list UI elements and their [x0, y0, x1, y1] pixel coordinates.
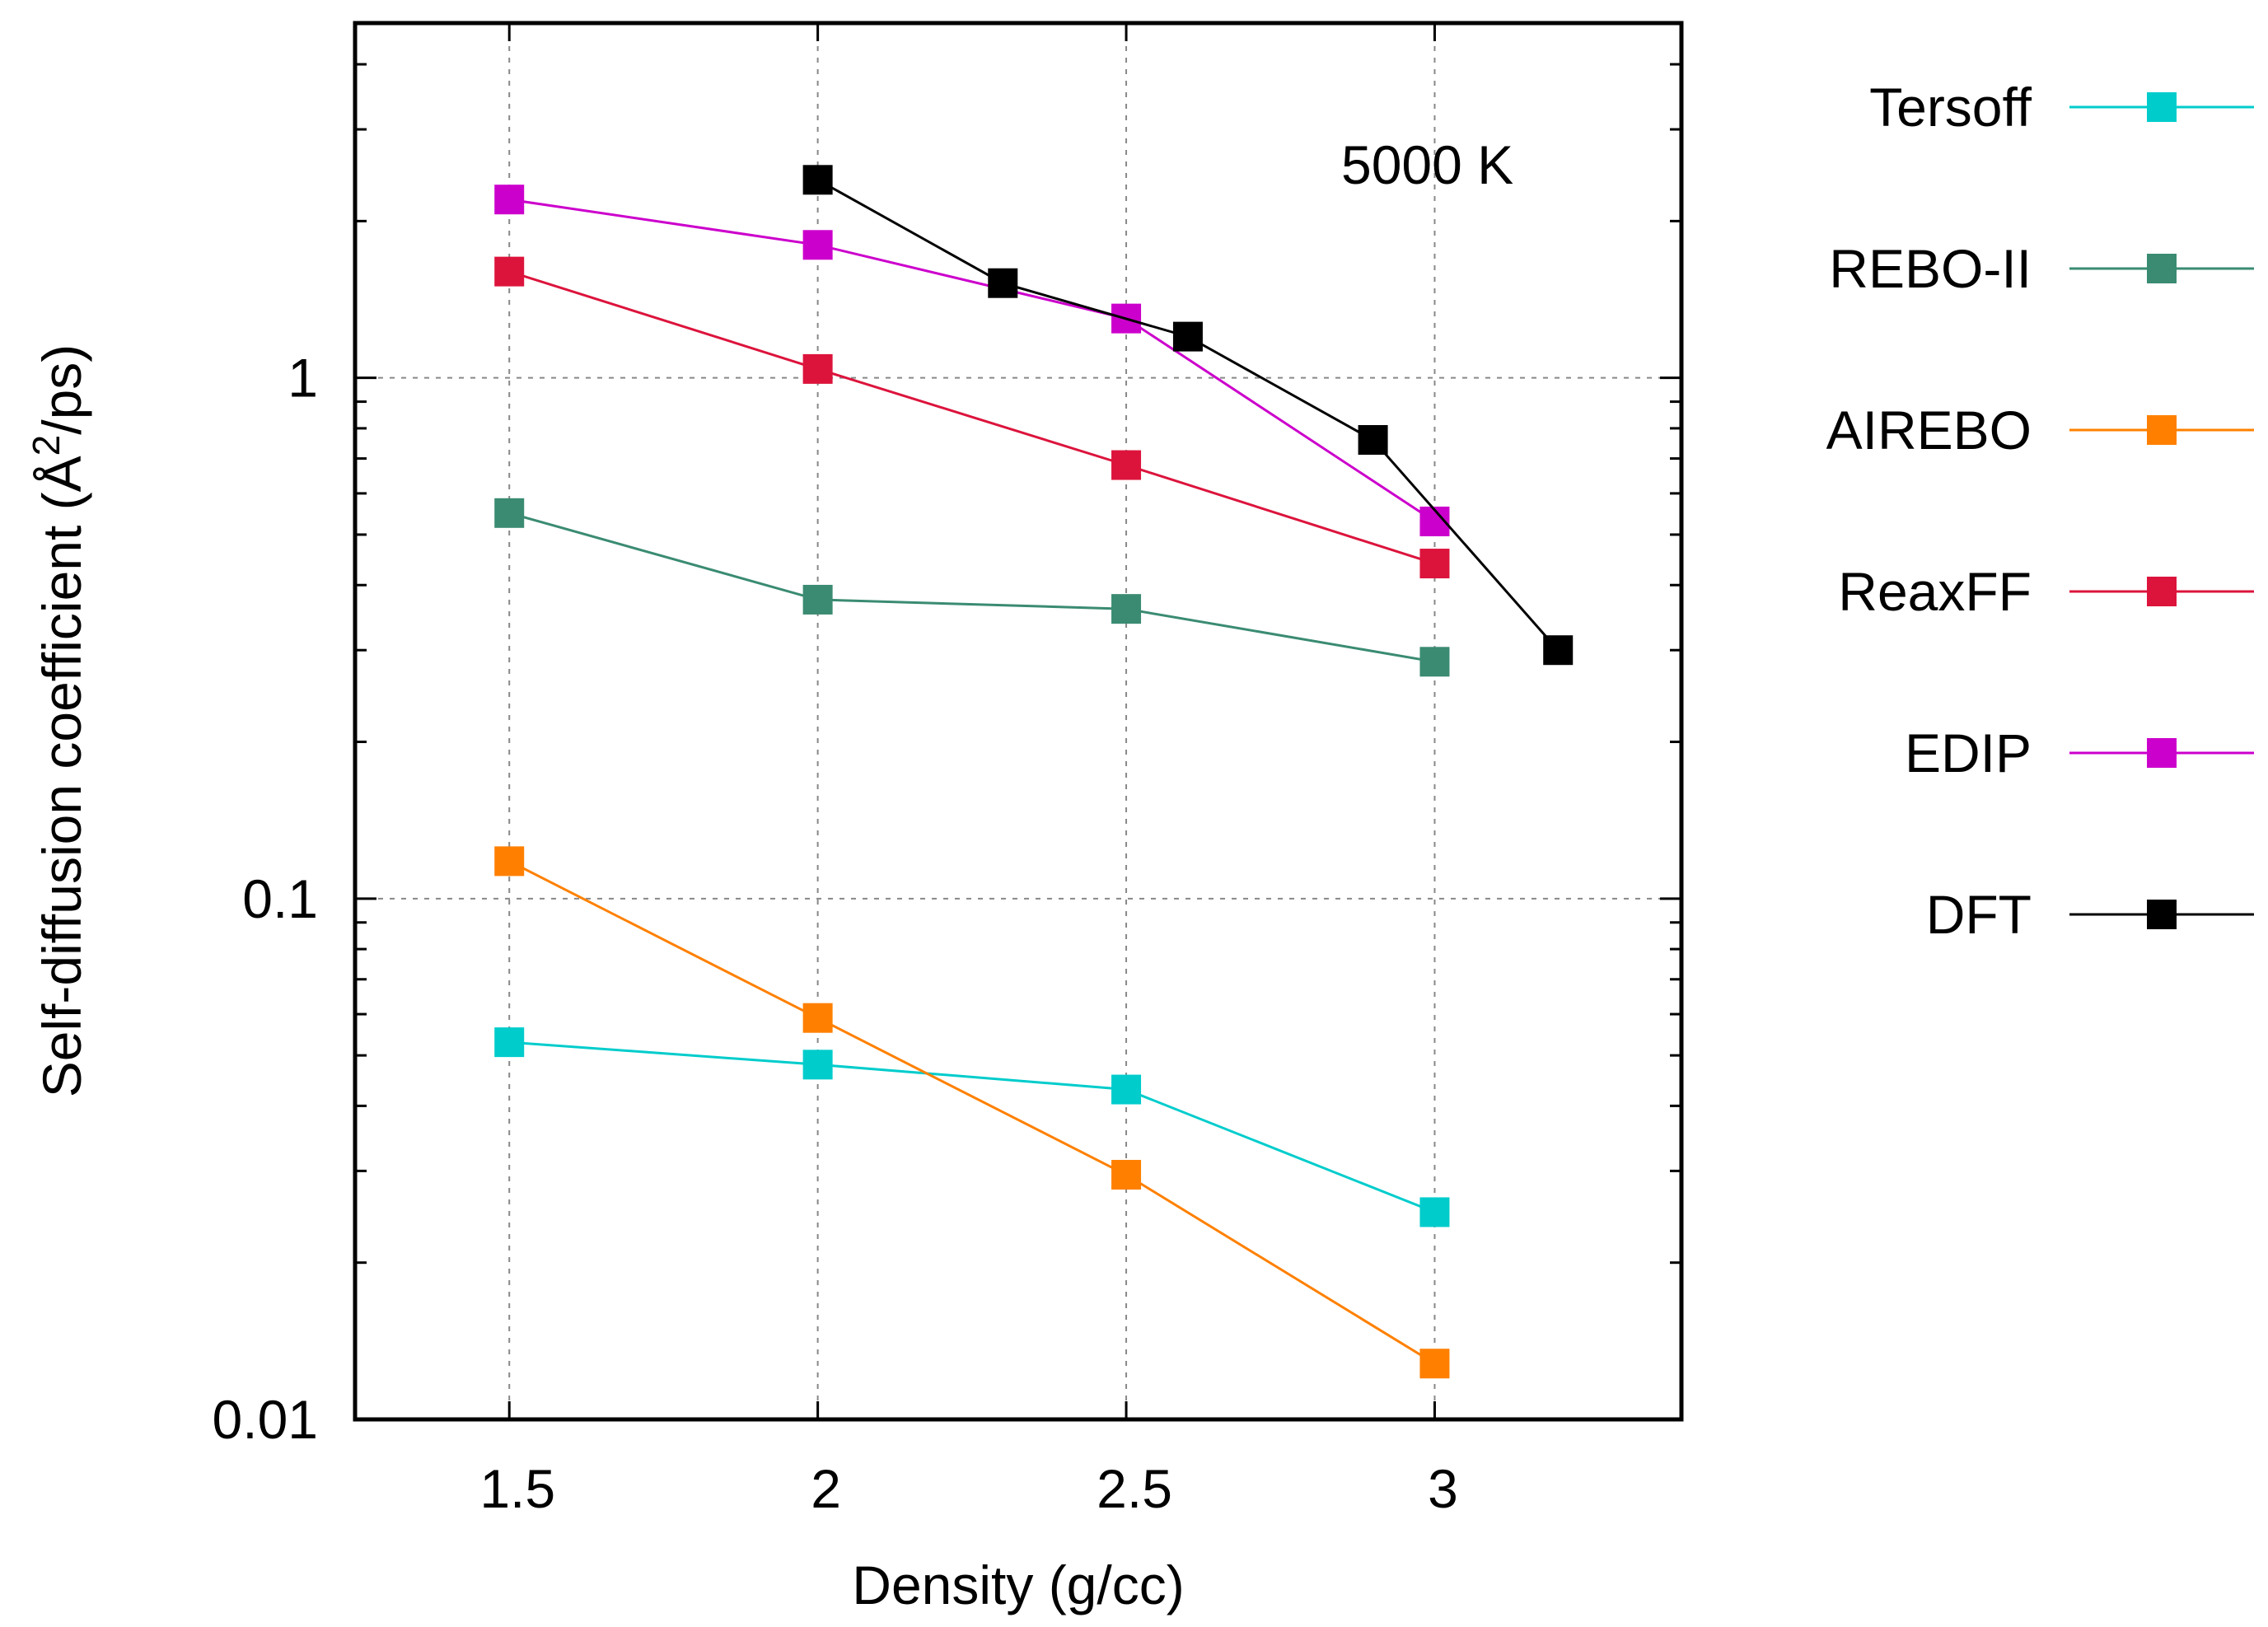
tick-layer [355, 23, 1681, 1421]
legend-marker [2147, 577, 2177, 606]
data-point [802, 1003, 833, 1033]
legend-entry: ReaxFF [1838, 561, 2254, 622]
legend-entry: EDIP [1905, 722, 2254, 783]
legend-marker [2147, 92, 2177, 122]
label-layer: 1.5 2 2.5 3 0.01 0.1 1 [213, 348, 1458, 1519]
data-point [494, 185, 525, 215]
data-point [1419, 1349, 1450, 1379]
data-point [1419, 647, 1450, 677]
data-point [1543, 635, 1574, 666]
x-tick-label: 1.5 [479, 1458, 555, 1519]
x-tick-label: 2.5 [1097, 1458, 1172, 1519]
data-point [1111, 1159, 1142, 1190]
y-axis-title-superscript: 2 [25, 435, 68, 456]
series-rebo-ii [494, 498, 1450, 677]
data-point [1111, 594, 1142, 624]
series-airebo [494, 846, 1450, 1379]
data-point [802, 353, 833, 384]
data-point [1111, 1074, 1142, 1105]
data-point [494, 1027, 525, 1058]
legend-label: EDIP [1905, 722, 2032, 783]
series-reaxff [494, 256, 1450, 579]
data-point [1419, 549, 1450, 579]
data-point [494, 256, 525, 287]
y-tick-label: 0.01 [213, 1389, 318, 1450]
data-point [494, 846, 525, 877]
legend-label: Tersoff [1869, 77, 2032, 138]
data-point [1172, 321, 1203, 352]
series-dft [802, 165, 1574, 666]
legend-label: ReaxFF [1838, 561, 2032, 622]
y-tick-label: 1 [288, 348, 318, 409]
series-edip [494, 185, 1450, 536]
legend-entry: AIREBO [1826, 400, 2254, 461]
legend-label: DFT [1926, 884, 2032, 945]
series-line [508, 198, 1436, 523]
legend: Tersoff REBO-II AIREBO ReaxFF EDIP DFT [1826, 77, 2254, 945]
data-point [1358, 425, 1388, 456]
data-point [802, 230, 833, 260]
data-point [802, 584, 833, 615]
legend-marker [2147, 738, 2177, 768]
legend-label: REBO-II [1829, 238, 2032, 299]
series-line [508, 270, 1435, 565]
legend-marker [2147, 415, 2177, 445]
y-tick-label: 0.1 [242, 868, 318, 929]
x-tick-label: 2 [811, 1458, 841, 1519]
series-line [509, 1040, 1436, 1213]
temperature-annotation: 5000 K [1341, 134, 1513, 195]
series-line [816, 178, 1560, 652]
x-axis-title: Density (g/cc) [852, 1555, 1184, 1615]
legend-marker [2147, 254, 2177, 283]
y-axis-title-main: Self-diffusion coefficient (Å [31, 456, 92, 1097]
series-line [508, 860, 1436, 1365]
x-tick-label: 3 [1428, 1458, 1458, 1519]
data-point [802, 1050, 833, 1080]
legend-entry: Tersoff [1869, 77, 2254, 138]
legend-label: AIREBO [1826, 400, 2032, 461]
series-line [508, 512, 1435, 663]
legend-entry: REBO-II [1829, 238, 2254, 299]
plot-frame [353, 21, 1684, 1422]
data-point [802, 165, 833, 195]
grid-layer [355, 23, 1681, 1420]
series-tersoff [494, 1027, 1450, 1227]
y-axis-title: Self-diffusion coefficient (Å2/ps) [25, 344, 92, 1098]
y-axis-title-unit: /ps) [31, 344, 92, 435]
data-point [988, 268, 1018, 298]
data-point [1419, 1197, 1450, 1227]
legend-marker [2147, 900, 2177, 929]
data-point [1111, 450, 1142, 480]
data-point [494, 498, 525, 528]
legend-entry: DFT [1926, 884, 2254, 945]
series-layer [494, 165, 1574, 1379]
